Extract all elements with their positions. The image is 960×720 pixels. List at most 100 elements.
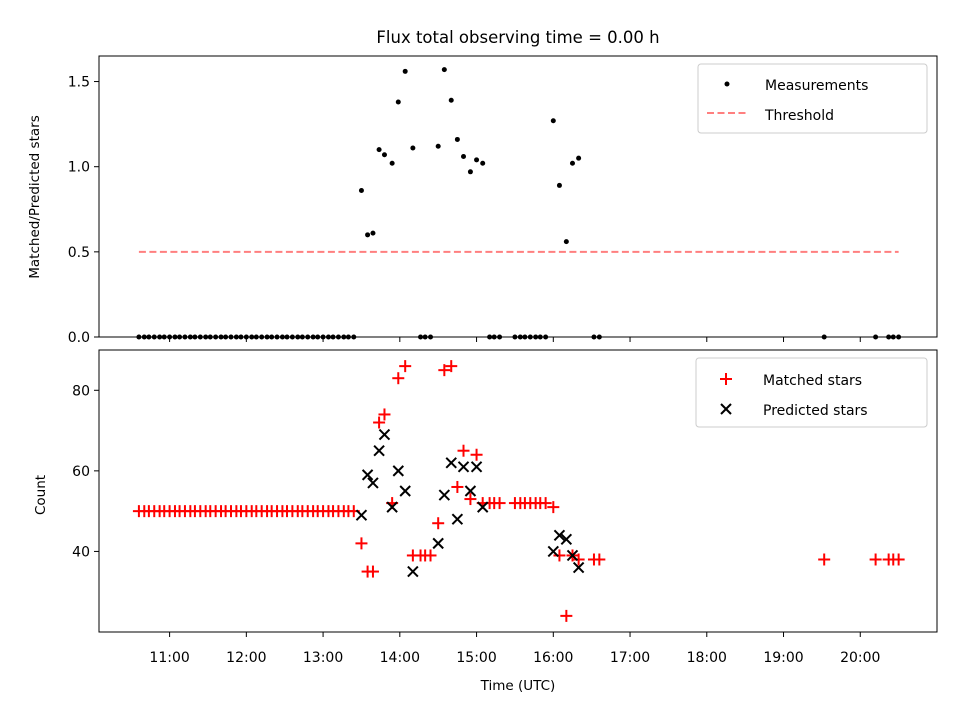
x-tick-label: 12:00 (226, 650, 266, 666)
bottom-y-ticks: 40 60 80 (72, 383, 99, 560)
x-tick-label: 15:00 (456, 650, 496, 666)
bottom-y-tick-label: 60 (72, 464, 90, 480)
matched-star-point (560, 609, 573, 622)
measurement-point (376, 147, 382, 153)
measurement-point (461, 153, 467, 159)
predicted-star-point (392, 465, 404, 477)
measurement-point (550, 118, 556, 124)
top-y-ticks: 0.0 0.5 1.0 1.5 (68, 75, 99, 346)
bottom-legend: Matched stars Predicted stars (695, 357, 928, 428)
legend-predicted-label: Predicted stars (763, 403, 868, 419)
legend-predicted-marker (720, 403, 732, 415)
matched-star-point (457, 444, 470, 457)
top-y-tick-label: 1.0 (68, 160, 90, 176)
matched-star-point (572, 553, 585, 566)
predicted-star-point (355, 509, 368, 521)
measurement-point (370, 230, 376, 236)
matched-star-point (355, 537, 368, 550)
measurement-point (389, 160, 395, 166)
predicted-star-point (572, 561, 585, 574)
measurement-point (402, 68, 408, 74)
predicted-star-point (378, 428, 391, 441)
measurement-point (569, 160, 575, 166)
measurement-point (576, 155, 582, 161)
measurement-point (381, 152, 387, 158)
legend-measurements-marker (724, 81, 730, 87)
matched-star-point (892, 553, 905, 566)
bottom-y-axis-label: Count (33, 475, 49, 515)
measurement-point (441, 67, 447, 73)
matched-star-point (451, 480, 464, 493)
matched-star-point (399, 360, 412, 373)
matched-star-point (547, 501, 560, 514)
matched-star-point (392, 372, 405, 385)
predicted-star-point (464, 485, 477, 497)
predicted-star-point (367, 477, 379, 489)
predicted-star-point (407, 565, 419, 578)
ratio-panel: Flux total observing time = 0.00 h Match… (27, 28, 938, 346)
matched-star-point (593, 553, 606, 566)
measurement-points (136, 67, 902, 340)
bottom-y-tick-label: 80 (72, 383, 90, 399)
top-legend-box (697, 63, 928, 134)
matched-star-point (366, 565, 379, 578)
predicted-star-point (399, 485, 411, 497)
predicted-star-point (457, 461, 470, 473)
x-tick-label: 19:00 (763, 650, 803, 666)
top-y-tick-label: 1.5 (68, 75, 90, 91)
measurement-point (474, 157, 480, 163)
matched-star-point (438, 364, 451, 377)
x-tick-label: 20:00 (840, 650, 880, 666)
bottom-axes-frame (98, 349, 938, 633)
bottom-y-tick-label: 40 (72, 544, 90, 560)
x-tick-label: 18:00 (687, 650, 727, 666)
measurement-point (358, 188, 364, 194)
matched-star-point (464, 493, 477, 506)
legend-threshold-label: Threshold (764, 108, 834, 124)
bottom-x-ticks: 11:00 12:00 13:00 14:00 15:00 16:00 17:00 18:00… (149, 632, 880, 666)
top-y-axis-label: Matched/Predicted stars (27, 115, 43, 278)
matched-star-point (493, 497, 506, 510)
predicted-star-point (476, 501, 489, 513)
top-y-tick-label: 0.5 (68, 245, 90, 261)
measurement-point (556, 182, 562, 188)
legend-matched-label: Matched stars (763, 373, 862, 389)
matched-star-point (378, 408, 391, 421)
chart-title: Flux total observing time = 0.00 h (376, 28, 659, 47)
measurement-point (448, 97, 454, 103)
measurement-point (467, 169, 473, 175)
predicted-star-point (560, 533, 573, 546)
matched-star-point (553, 549, 566, 562)
measurement-point (435, 143, 441, 149)
predicted-star-point (451, 513, 464, 525)
x-tick-label: 11:00 (149, 650, 189, 666)
matched-star-point (869, 553, 882, 566)
count-points (132, 360, 905, 622)
matched-star-point (818, 553, 831, 566)
predicted-star-point (373, 445, 385, 457)
measurement-point (365, 232, 371, 238)
top-legend: Measurements Threshold (697, 63, 928, 134)
predicted-star-point (553, 529, 566, 542)
matched-star-point (432, 517, 445, 530)
legend-matched-marker (720, 373, 732, 385)
predicted-star-point (547, 545, 560, 558)
predicted-star-point (445, 457, 457, 469)
matched-star-point (424, 549, 437, 562)
predicted-star-point (432, 537, 444, 550)
predicted-star-point (361, 469, 374, 481)
matched-star-point (445, 360, 458, 373)
top-y-tick-label: 0.0 (68, 330, 90, 346)
bottom-legend-box (695, 357, 928, 428)
matched-star-point (470, 448, 483, 461)
x-tick-label: 17:00 (610, 650, 650, 666)
top-axes-frame (98, 55, 938, 338)
matched-star-point (373, 416, 386, 429)
matched-star-point (539, 497, 552, 510)
measurement-point (395, 99, 401, 105)
predicted-star-point (438, 489, 451, 501)
measurement-point (410, 145, 416, 151)
measurement-point (454, 136, 460, 142)
